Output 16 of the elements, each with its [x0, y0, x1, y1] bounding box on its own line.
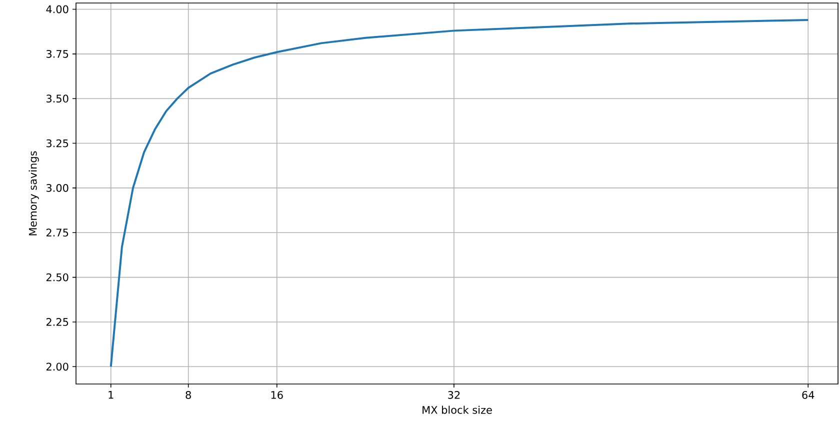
x-tick-label: 1 [108, 391, 114, 399]
y-tick-label: 3.25 [46, 139, 68, 148]
x-tick-label: 64 [802, 391, 814, 399]
y-tick-label: 2.25 [46, 318, 68, 326]
x-tick-label: 16 [271, 391, 283, 399]
y-tick-label: 4.00 [46, 5, 68, 14]
x-tick-label: 32 [448, 391, 460, 399]
y-tick-label: 2.75 [46, 228, 68, 237]
y-tick-label: 2.50 [46, 273, 68, 282]
x-tick-label: 8 [186, 391, 191, 399]
y-tick-label: 2.00 [46, 362, 68, 371]
y-tick-label: 3.00 [46, 184, 68, 192]
y-axis-title: Memory savings [28, 151, 39, 236]
x-axis-title: MX block size [422, 406, 492, 414]
y-tick-label: 3.50 [46, 94, 68, 103]
y-tick-label: 3.75 [46, 50, 68, 58]
